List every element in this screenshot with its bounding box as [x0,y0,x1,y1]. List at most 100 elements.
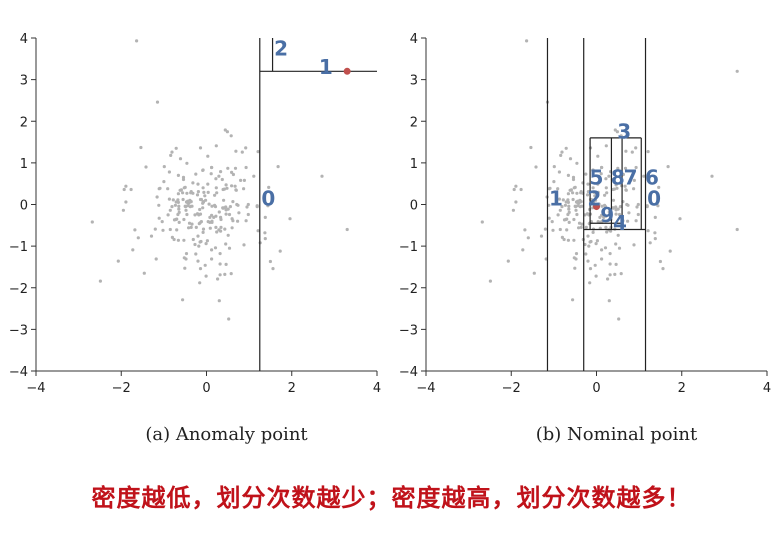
data-point [626,219,630,223]
data-point [195,193,200,197]
data-point [201,206,205,210]
data-point [618,205,623,209]
data-point [221,187,225,192]
data-point [210,165,214,170]
data-point [231,219,235,223]
data-point [616,233,620,237]
data-point [635,205,639,209]
data-point [574,252,579,256]
data-point [124,184,128,188]
y-tick-label: −2 [399,282,418,297]
data-point [568,157,573,161]
x-tick-label: 0 [592,381,600,396]
data-point [194,172,198,176]
data-point [557,197,562,201]
data-point [206,182,210,186]
data-point [596,182,600,186]
data-point [204,242,208,246]
region-label: 0 [261,186,275,210]
data-point [182,256,186,260]
data-point [572,238,576,242]
data-point [210,204,214,208]
region-label: 3 [617,120,631,144]
data-point [197,213,201,217]
y-tick-label: −1 [9,240,28,255]
region-label: 2 [274,36,288,60]
data-point [90,220,94,224]
data-point [575,161,579,165]
data-point [653,237,657,241]
y-tick-label: −4 [399,365,418,380]
data-point [586,182,590,186]
data-point [186,204,190,208]
data-point [563,203,568,207]
data-point [177,204,181,208]
data-point [594,242,598,246]
data-point [657,185,661,189]
data-point [604,177,608,181]
data-point [571,197,575,202]
data-point [634,219,638,223]
data-point [525,39,529,43]
data-point [514,200,518,204]
data-point [608,273,612,277]
data-point [564,146,568,150]
data-point [116,259,120,263]
data-point [632,243,636,247]
data-point [245,205,249,209]
data-point [571,191,575,195]
data-point [584,252,588,256]
data-point [613,128,617,132]
data-point [160,220,164,224]
data-point [562,218,567,222]
data-point [212,215,216,219]
data-point [166,187,170,191]
data-point [556,187,560,191]
panel-caption: (a) Anomaly point [145,424,308,445]
data-point [592,190,596,194]
region-label: 4 [613,211,627,235]
data-point [556,213,560,217]
data-point [576,204,580,208]
data-point [203,263,207,267]
data-point [595,239,600,243]
data-point [201,186,205,190]
data-point [586,234,590,238]
data-point [183,266,187,270]
data-point [246,212,250,217]
data-point [175,228,179,232]
data-point [170,235,174,239]
data-point [231,172,235,177]
data-point [218,273,222,277]
data-point [227,317,231,321]
data-point [678,217,682,221]
data-point [209,172,213,176]
data-point [207,202,211,206]
data-point [645,204,649,208]
data-point [122,187,126,192]
data-point [226,207,230,211]
data-point [124,200,128,204]
data-point [191,237,195,242]
data-point [608,252,612,256]
data-point [568,188,572,192]
data-point [572,256,576,260]
data-point [233,184,237,188]
data-point [611,206,616,210]
data-point [213,246,218,250]
data-point [224,212,228,216]
data-point [567,220,571,224]
data-point [636,212,640,217]
y-tick-label: −3 [399,323,418,338]
footer-note: 密度越低，划分次数越少；密度越高，划分次数越多！ [91,484,692,512]
data-point [183,185,187,189]
data-point [614,262,618,266]
data-point [616,166,620,170]
data-point [242,243,246,247]
x-tick-label: 0 [202,381,210,396]
x-tick-label: 2 [678,381,686,396]
data-point [224,183,228,187]
data-point [547,216,551,220]
data-point [222,198,226,202]
